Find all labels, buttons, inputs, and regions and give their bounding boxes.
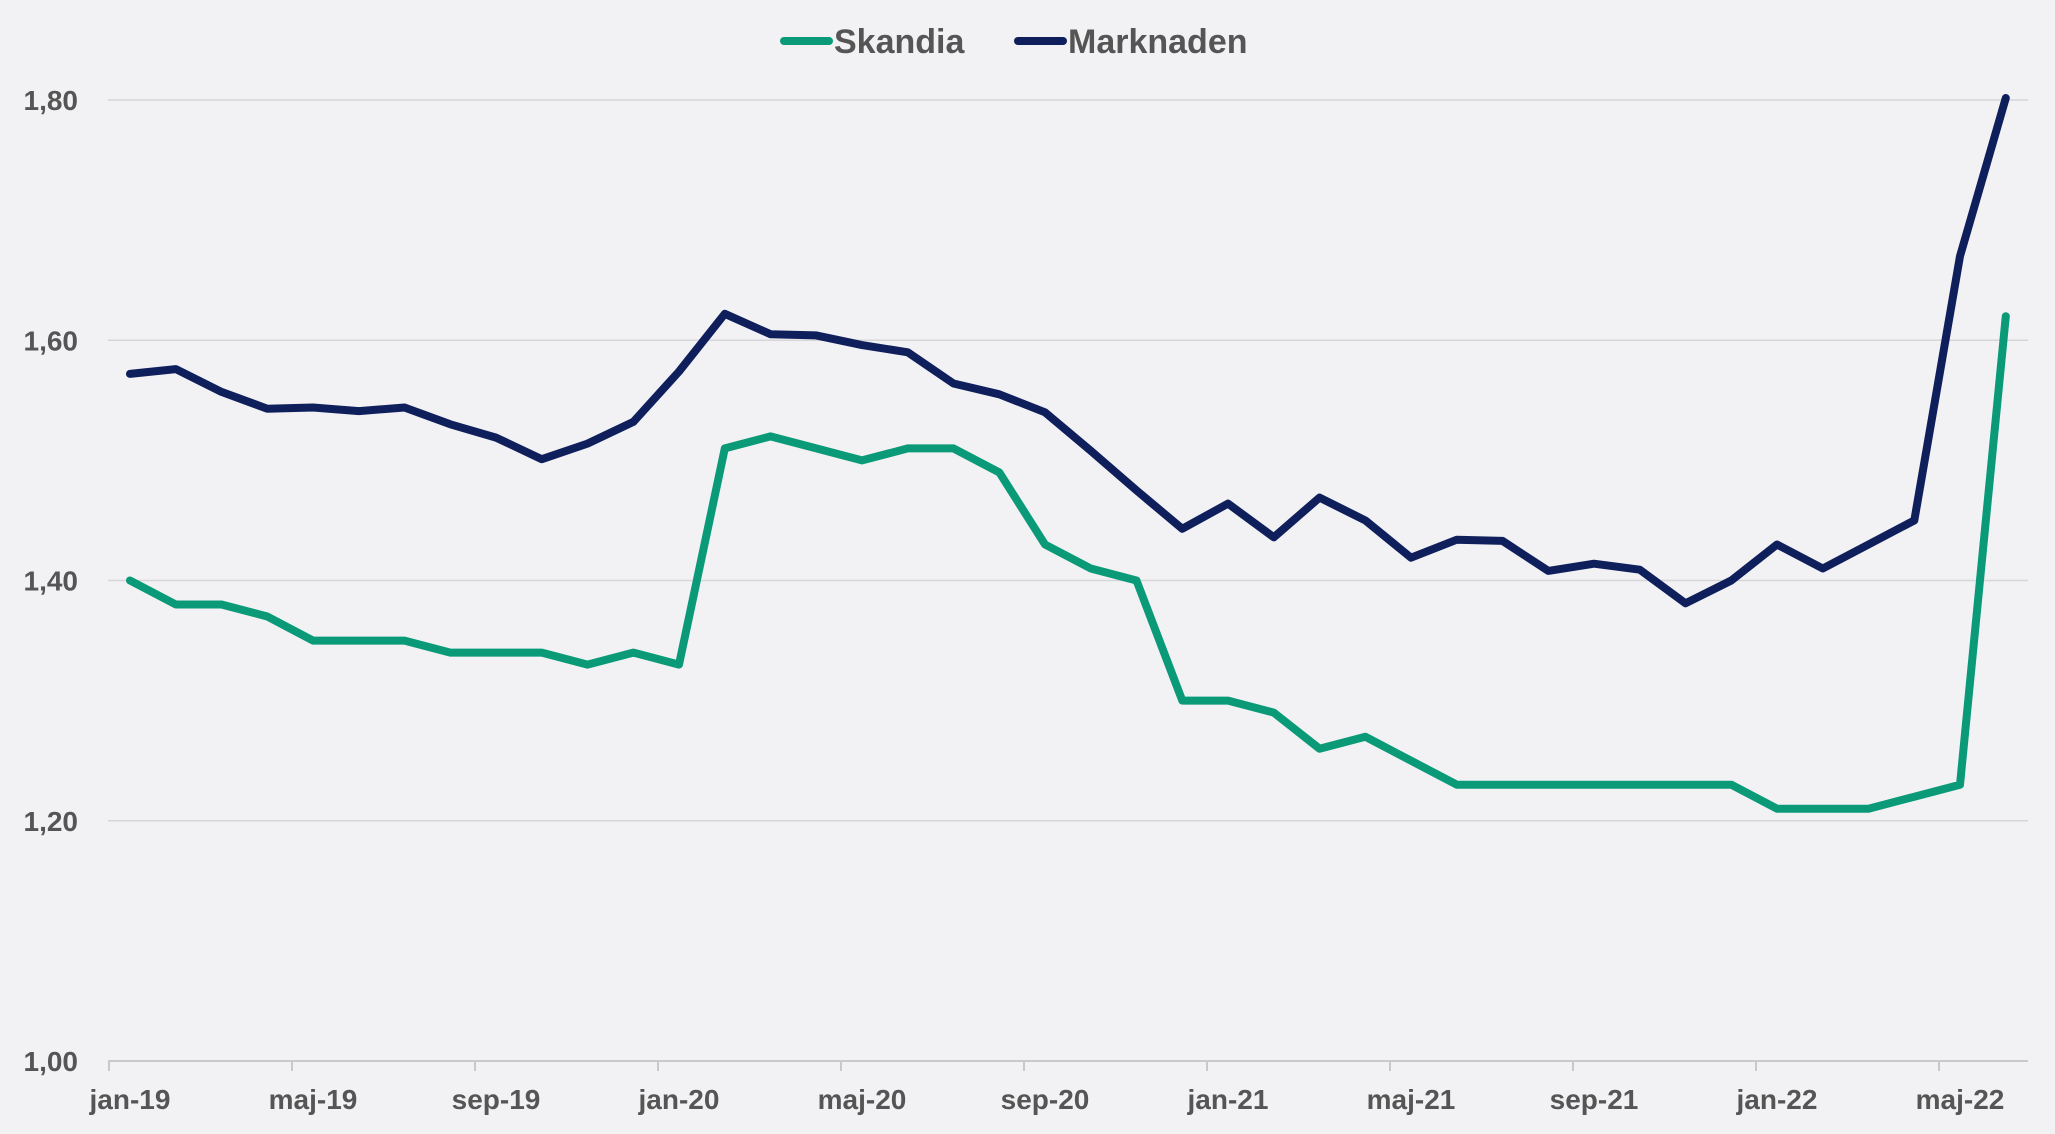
y-tick-label: 1,20 <box>24 806 79 837</box>
grid-lines <box>108 99 2028 822</box>
x-tick-label: maj-20 <box>818 1084 907 1115</box>
x-tick-label: sep-19 <box>452 1084 541 1115</box>
x-tick-label: jan-20 <box>638 1084 720 1115</box>
x-tick-label: jan-21 <box>1187 1084 1269 1115</box>
axes <box>108 1060 2028 1071</box>
x-tick-label: sep-21 <box>1550 1084 1639 1115</box>
legend-label-marknaden: Marknaden <box>1068 23 1248 61</box>
x-tick-label: maj-22 <box>1916 1084 2005 1115</box>
series-lines <box>126 94 2010 813</box>
legend: Skandia Marknaden <box>780 23 1248 61</box>
x-tick-label: maj-21 <box>1367 1084 1456 1115</box>
x-tick-label: jan-22 <box>1736 1084 1818 1115</box>
y-tick-label: 1,40 <box>24 566 79 597</box>
x-tick-label: jan-19 <box>89 1084 171 1115</box>
y-tick-label: 1,60 <box>24 325 79 356</box>
y-tick-label: 1,80 <box>24 85 79 116</box>
legend-label-skandia: Skandia <box>834 23 965 61</box>
series-line-skandia <box>126 312 2010 813</box>
x-tick-label: maj-19 <box>269 1084 358 1115</box>
tick-labels: 1,00 1,20 1,40 1,60 1,80 jan-19 maj-19 sep-19 ja… <box>24 85 2005 1115</box>
x-tick-label: sep-20 <box>1001 1084 1090 1115</box>
y-tick-label: 1,00 <box>24 1046 79 1077</box>
series-line-marknaden <box>126 94 2010 608</box>
